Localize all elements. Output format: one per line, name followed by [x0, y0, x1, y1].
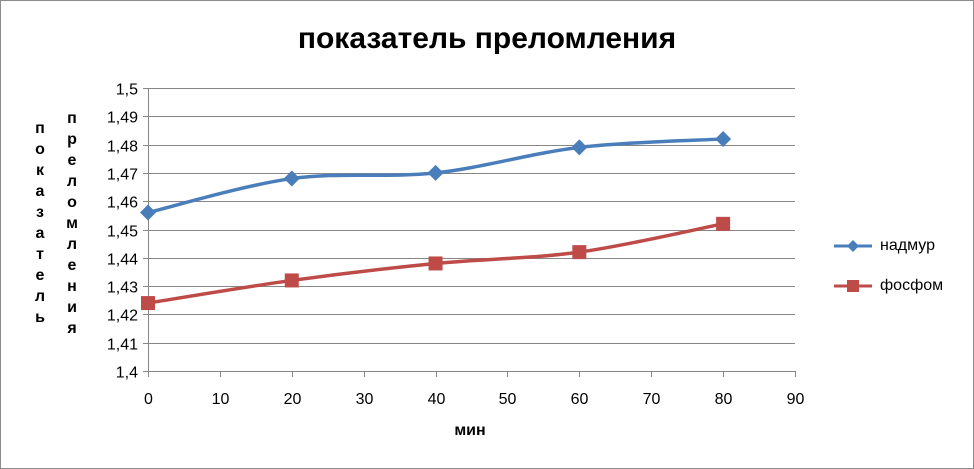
x-tick-label: 20: [284, 391, 302, 408]
x-tick-label: 10: [212, 391, 230, 408]
data-point-diamond: [571, 139, 588, 156]
y-axis-label-letter: о: [67, 194, 77, 211]
y-tick-label: 1,44: [107, 252, 138, 269]
y-tick-label: 1,42: [107, 308, 138, 325]
y-axis-label-letter: р: [67, 131, 77, 148]
data-point-diamond: [140, 204, 156, 221]
y-axis-label-letter: л: [66, 173, 78, 190]
chart-title: показатель преломления: [297, 22, 677, 55]
y-axis-label-letter: е: [35, 267, 45, 284]
y-axis-label-letter: е: [67, 257, 77, 274]
y-axis-label-letter: а: [35, 225, 45, 242]
legend-item-series-2: фосфом: [834, 276, 943, 296]
y-axis-label-letter: м: [66, 215, 78, 232]
y-tick-label: 1,46: [107, 195, 138, 212]
legend-label: надмур: [880, 237, 935, 254]
legend-item-series-1: надмур: [834, 236, 935, 256]
y-axis-label-letter: л: [34, 288, 46, 305]
y-axis-label-letter: п: [67, 110, 77, 127]
x-tick-label: 0: [144, 391, 153, 408]
data-point-square: [428, 256, 443, 271]
x-tick-label: 50: [499, 391, 517, 408]
x-tick-label: 80: [715, 391, 733, 408]
x-tick-label: 70: [643, 391, 661, 408]
y-axis-label-letter: а: [35, 183, 45, 200]
y-axis-label-letter: ь: [35, 309, 45, 326]
x-tick-label: 40: [428, 391, 446, 408]
y-tick-label: 1,48: [107, 139, 138, 156]
y-axis-label-letter: п: [35, 120, 45, 137]
y-tick-label: 1,49: [107, 110, 138, 127]
x-axis-label: мин: [454, 422, 486, 439]
y-axis-label-letter: т: [36, 246, 44, 263]
y-axis-label-letter: е: [67, 152, 77, 169]
data-point-diamond: [427, 164, 444, 181]
data-point-square: [141, 296, 155, 311]
x-tick-label: 90: [787, 391, 805, 408]
y-tick-label: 1,5: [116, 82, 138, 99]
y-axis-label-letter: н: [67, 278, 77, 295]
legend-marker-diamond: [834, 240, 872, 252]
y-axis-label-letter: и: [67, 299, 77, 316]
y-axis-label-letter: о: [35, 141, 45, 158]
data-point-diamond: [715, 130, 732, 147]
data-point-square: [716, 216, 731, 231]
legend-marker-square: [834, 280, 872, 292]
data-point-square: [284, 273, 299, 288]
x-tick-label: 60: [571, 391, 589, 408]
data-point-square: [572, 245, 587, 260]
y-tick-label: 1,47: [107, 167, 138, 184]
x-tick-label: 30: [356, 391, 374, 408]
legend-label: фосфом: [880, 277, 944, 294]
data-point-diamond: [283, 170, 300, 187]
y-axis-label-letter: я: [67, 320, 77, 337]
y-tick-label: 1,4: [116, 365, 138, 382]
y-tick-label: 1,45: [107, 224, 138, 241]
y-axis-label-letter: к: [35, 162, 44, 179]
y-axis-label-letter: л: [66, 236, 78, 253]
y-tick-label: 1,41: [107, 337, 138, 354]
y-tick-label: 1,43: [107, 280, 138, 297]
y-axis-label-letter: з: [36, 204, 44, 221]
